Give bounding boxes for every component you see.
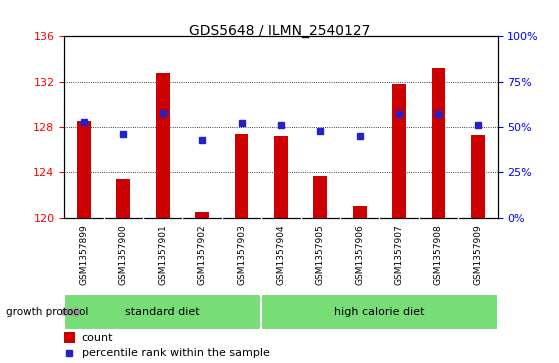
- Text: GSM1357908: GSM1357908: [434, 225, 443, 285]
- Text: GSM1357902: GSM1357902: [198, 225, 207, 285]
- Text: percentile rank within the sample: percentile rank within the sample: [82, 348, 269, 358]
- Bar: [432, 68, 446, 218]
- Text: GSM1357901: GSM1357901: [158, 225, 167, 285]
- Bar: [314, 176, 327, 218]
- Text: growth protocol: growth protocol: [6, 307, 88, 317]
- Bar: [77, 121, 91, 218]
- Bar: [235, 134, 248, 218]
- Bar: [471, 135, 485, 218]
- Text: GSM1357909: GSM1357909: [473, 225, 482, 285]
- Text: standard diet: standard diet: [125, 307, 200, 317]
- Bar: [64, 333, 75, 343]
- Text: count: count: [82, 333, 113, 343]
- Bar: [353, 207, 367, 218]
- Text: GSM1357903: GSM1357903: [237, 225, 246, 285]
- Bar: [261, 294, 498, 330]
- Bar: [274, 136, 288, 218]
- Bar: [116, 179, 130, 218]
- Bar: [64, 294, 261, 330]
- Bar: [392, 84, 406, 218]
- Text: GSM1357905: GSM1357905: [316, 225, 325, 285]
- Text: GSM1357899: GSM1357899: [79, 225, 88, 285]
- Bar: [195, 212, 209, 218]
- Text: GSM1357907: GSM1357907: [395, 225, 404, 285]
- Text: GSM1357906: GSM1357906: [355, 225, 364, 285]
- Text: GSM1357900: GSM1357900: [119, 225, 128, 285]
- Text: high calorie diet: high calorie diet: [334, 307, 425, 317]
- Text: GSM1357904: GSM1357904: [276, 225, 286, 285]
- Text: GDS5648 / ILMN_2540127: GDS5648 / ILMN_2540127: [189, 24, 370, 38]
- Bar: [156, 73, 169, 218]
